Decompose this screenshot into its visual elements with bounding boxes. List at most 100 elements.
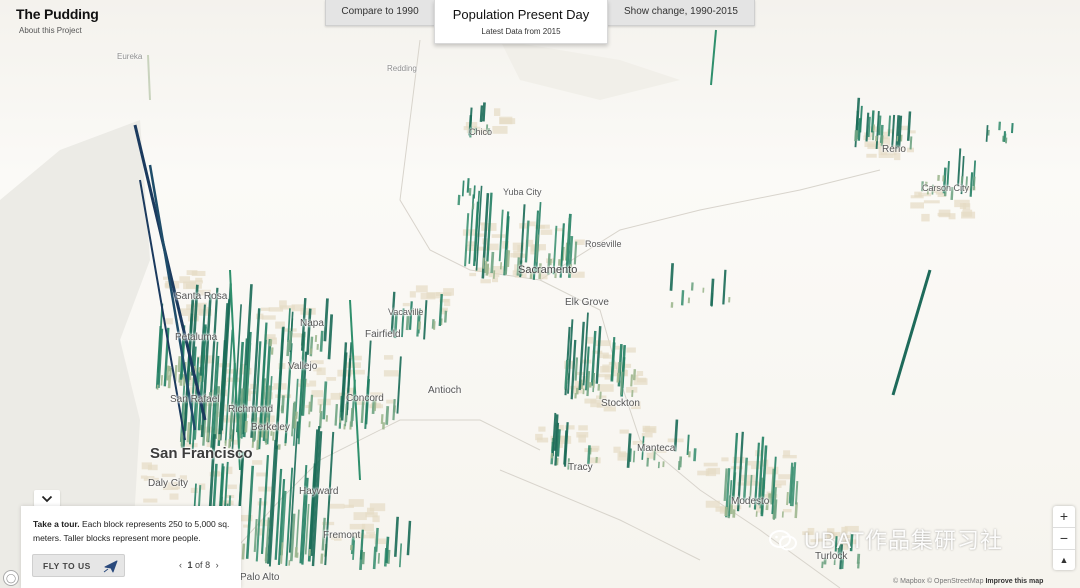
- population-spike: [880, 135, 884, 147]
- population-spike: [301, 477, 309, 565]
- chevron-left-icon[interactable]: ‹: [179, 560, 182, 570]
- population-spike: [570, 339, 577, 400]
- population-spike: [587, 445, 591, 465]
- population-spike: [535, 234, 539, 262]
- footprint-block: [962, 203, 971, 210]
- population-spike: [400, 308, 405, 338]
- footprint-block: [530, 246, 538, 255]
- population-spike: [686, 434, 690, 455]
- brand-logo[interactable]: The Pudding About this Project: [16, 6, 99, 35]
- population-spike: [722, 269, 727, 305]
- wechat-icon: [769, 530, 797, 551]
- footprint-block: [339, 392, 355, 400]
- population-spike: [240, 365, 247, 439]
- population-spike: [406, 520, 412, 556]
- footprint-block: [908, 130, 916, 134]
- population-spike: [361, 551, 366, 565]
- population-spike: [567, 458, 570, 470]
- population-spike: [259, 378, 266, 438]
- population-spike: [538, 263, 542, 280]
- population-spike-tall: [891, 269, 932, 396]
- footprint-block: [596, 373, 612, 378]
- brand-name[interactable]: The Pudding: [16, 6, 99, 22]
- footprint-block: [348, 499, 364, 507]
- fly-to-us-button[interactable]: FLY TO US: [32, 554, 125, 577]
- footprint-block: [291, 304, 306, 312]
- population-spike-tall: [147, 54, 151, 101]
- population-spike: [311, 431, 323, 567]
- zoom-in-button[interactable]: +: [1053, 506, 1075, 528]
- footprint-block: [632, 440, 645, 445]
- chevron-right-icon[interactable]: ›: [215, 560, 219, 570]
- footprint-block: [161, 473, 176, 477]
- population-spike: [438, 294, 443, 326]
- population-spike: [552, 225, 558, 275]
- population-spike: [943, 187, 947, 197]
- population-spike: [262, 339, 272, 442]
- population-spike: [482, 257, 485, 269]
- population-spike: [626, 433, 632, 468]
- population-spike: [268, 445, 279, 567]
- population-spike: [179, 376, 186, 443]
- footprint-block: [351, 532, 365, 539]
- improve-map-link[interactable]: Improve this map: [985, 578, 1044, 585]
- population-spike: [319, 330, 324, 352]
- footprint-block: [143, 498, 158, 503]
- population-spike: [157, 328, 164, 389]
- chevron-down-icon: [41, 495, 53, 502]
- population-spike: [243, 343, 252, 433]
- attribution-text[interactable]: © Mapbox © OpenStreetMap: [893, 578, 984, 585]
- population-spike: [554, 422, 560, 466]
- population-spike: [359, 529, 364, 560]
- footprint-block: [538, 426, 546, 432]
- population-spike-tall: [229, 269, 241, 471]
- road: [199, 419, 541, 588]
- footprint-block: [143, 477, 159, 481]
- population-spike: [551, 412, 557, 457]
- footprint-block: [493, 108, 501, 116]
- compass-button[interactable]: ▲: [1059, 555, 1069, 565]
- city-label-redding: Redding: [387, 64, 417, 73]
- tab-compare-1990[interactable]: Compare to 1990: [325, 0, 435, 26]
- tour-body: Each block represents 250 to 5,000 sq. m…: [33, 519, 230, 543]
- population-spike: [878, 115, 882, 136]
- population-spike: [466, 178, 470, 193]
- population-spike: [229, 401, 234, 435]
- population-spike: [324, 431, 335, 566]
- population-spike: [387, 549, 391, 564]
- about-link[interactable]: About this Project: [19, 26, 82, 35]
- tour-toggle-button[interactable]: [34, 490, 60, 507]
- population-spike: [897, 115, 903, 148]
- mapbox-logo-icon[interactable]: ◯: [3, 570, 19, 586]
- tab-population-present-day[interactable]: Population Present Day Latest Data from …: [434, 0, 608, 44]
- population-spike: [772, 487, 777, 520]
- population-spike: [507, 250, 511, 268]
- population-spike: [770, 468, 775, 505]
- footprint-block: [476, 233, 487, 237]
- footprint-block: [555, 424, 564, 431]
- population-spike: [723, 468, 728, 501]
- footprint-block: [554, 228, 563, 232]
- footprint-block: [894, 152, 901, 161]
- footprint-block: [636, 371, 644, 376]
- population-spike: [969, 172, 974, 197]
- population-spike: [202, 396, 208, 446]
- footprint-block: [462, 229, 476, 236]
- footprint-block: [386, 399, 395, 404]
- city-label-palo-alto: Palo Alto: [240, 572, 280, 583]
- population-spike: [629, 448, 632, 462]
- footprint-block: [171, 481, 180, 490]
- footprint-block: [512, 242, 525, 251]
- footprint-block: [532, 244, 546, 251]
- population-spike: [289, 513, 296, 562]
- population-spike: [567, 319, 574, 394]
- footprint-block: [169, 493, 179, 500]
- tab-show-change[interactable]: Show change, 1990-2015: [607, 0, 755, 26]
- zoom-out-button[interactable]: −: [1053, 528, 1075, 550]
- footprint-block: [258, 519, 274, 527]
- population-spike: [906, 111, 912, 141]
- footprint-block: [844, 525, 859, 532]
- population-spike: [398, 543, 403, 568]
